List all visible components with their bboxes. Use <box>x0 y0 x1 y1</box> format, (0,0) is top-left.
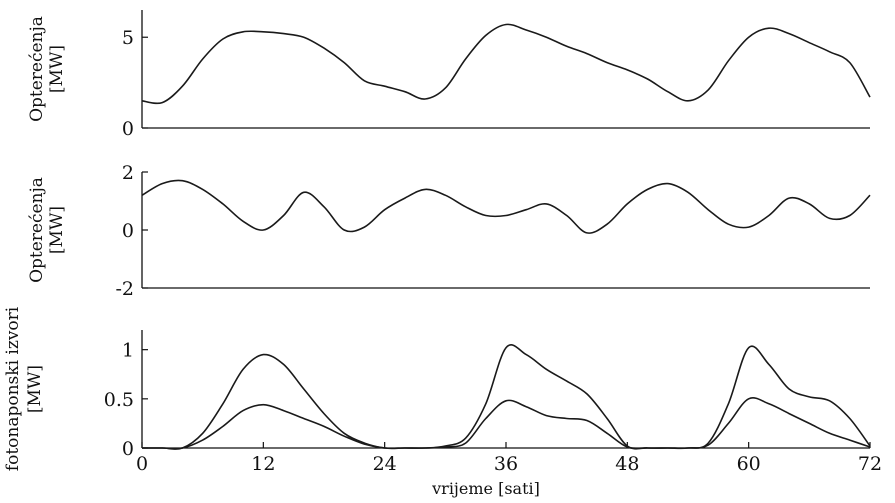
series-line-3-1 <box>142 344 871 450</box>
x-tick-label: 0 <box>136 453 148 475</box>
y-axis-label: [MW] <box>47 45 67 93</box>
y-tick-label: 5 <box>122 27 134 49</box>
series-line-3-2 <box>142 397 871 450</box>
x-tick-label: 36 <box>494 453 518 475</box>
x-tick-label: 72 <box>858 453 882 475</box>
y-axis-label: [MW] <box>25 365 45 413</box>
y-axis-label: Opterećenja <box>27 16 47 122</box>
y-tick-label: 0.5 <box>104 389 134 411</box>
y-tick-label: 1 <box>122 340 134 362</box>
y-axis-label: [MW] <box>47 206 67 254</box>
x-tick-label: 48 <box>615 453 639 475</box>
x-axis-label: vrijeme [sati] <box>431 479 540 498</box>
y-tick-label: 0 <box>122 220 134 242</box>
x-tick-label: 12 <box>251 453 275 475</box>
y-tick-label: 0 <box>122 438 134 460</box>
y-tick-label: 2 <box>122 162 134 184</box>
series-line-2-1 <box>141 179 871 234</box>
y-axis-label: fotonaponski izvori <box>3 306 23 471</box>
y-tick-label: -2 <box>115 278 134 300</box>
x-tick-label: 60 <box>737 453 761 475</box>
series-line-1-1 <box>141 23 871 105</box>
y-tick-label: 0 <box>122 118 134 140</box>
y-axis-label: Opterećenja <box>27 177 47 283</box>
x-tick-label: 24 <box>373 453 397 475</box>
